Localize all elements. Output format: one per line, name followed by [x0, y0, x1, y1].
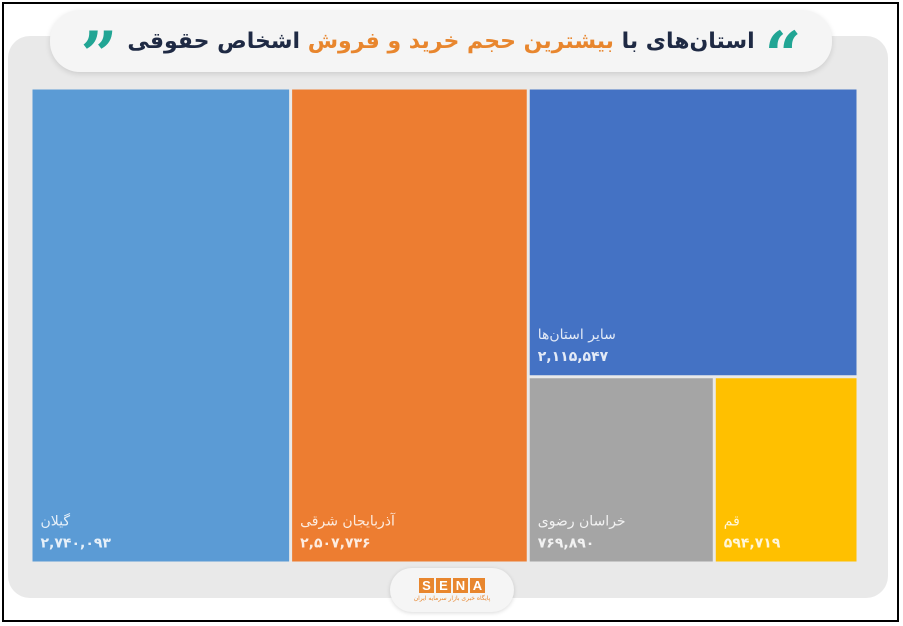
treemap-tile: سایر استان‌ها ۲,۱۱۵,۵۴۷: [529, 89, 857, 376]
tile-value: ۵۹۴,۷۱۹: [724, 536, 781, 552]
tile-label: آذربایجان شرقی: [300, 513, 396, 530]
logo-subtitle: پایگاه خبری بازار سرمایه ایران: [413, 595, 491, 602]
treemap-rect: [529, 378, 713, 562]
treemap-tile: گیلان ۲,۷۴۰,۰۹۳: [32, 89, 290, 562]
tile-label: خراسان رضوی: [538, 514, 626, 530]
treemap-tile: آذربایجان شرقی ۲,۵۰۷,۷۳۶: [292, 89, 527, 562]
treemap-rect: [32, 89, 290, 562]
open-quote-icon: “: [764, 24, 802, 62]
tile-label: سایر استان‌ها: [538, 327, 616, 343]
title-part2: اشخاص حقوقی: [127, 28, 308, 54]
tile-value: ۲,۱۱۵,۵۴۷: [538, 349, 609, 365]
title-part1: استان‌های با: [613, 28, 755, 54]
logo-letter: N: [453, 578, 468, 593]
logo-letter: E: [436, 578, 451, 593]
sena-logo: S E N A پایگاه خبری بازار سرمایه ایران: [390, 568, 514, 612]
treemap-rect: [529, 89, 857, 376]
logo-letters: S E N A: [419, 578, 485, 593]
treemap-tile: قم ۵۹۴,۷۱۹: [715, 378, 857, 562]
tile-value: ۲,۷۴۰,۰۹۳: [41, 536, 112, 552]
tile-label: گیلان: [41, 513, 71, 530]
treemap-tile: خراسان رضوی ۷۶۹,۸۹۰: [529, 378, 713, 562]
treemap-rect: [715, 378, 857, 562]
logo-letter: S: [419, 578, 434, 593]
close-quote-icon: ”: [80, 24, 118, 62]
tile-value: ۲,۵۰۷,۷۳۶: [300, 536, 370, 552]
title-banner: “ استان‌های با بیشترین حجم خرید و فروش ا…: [50, 10, 832, 72]
treemap-rect: [292, 89, 527, 562]
tile-label: قم: [724, 514, 740, 530]
page-title: استان‌های با بیشترین حجم خرید و فروش اشخ…: [127, 29, 754, 54]
logo-letter: A: [470, 578, 485, 593]
title-highlight: بیشترین حجم خرید و فروش: [307, 28, 614, 54]
tile-value: ۷۶۹,۸۹۰: [538, 536, 595, 552]
